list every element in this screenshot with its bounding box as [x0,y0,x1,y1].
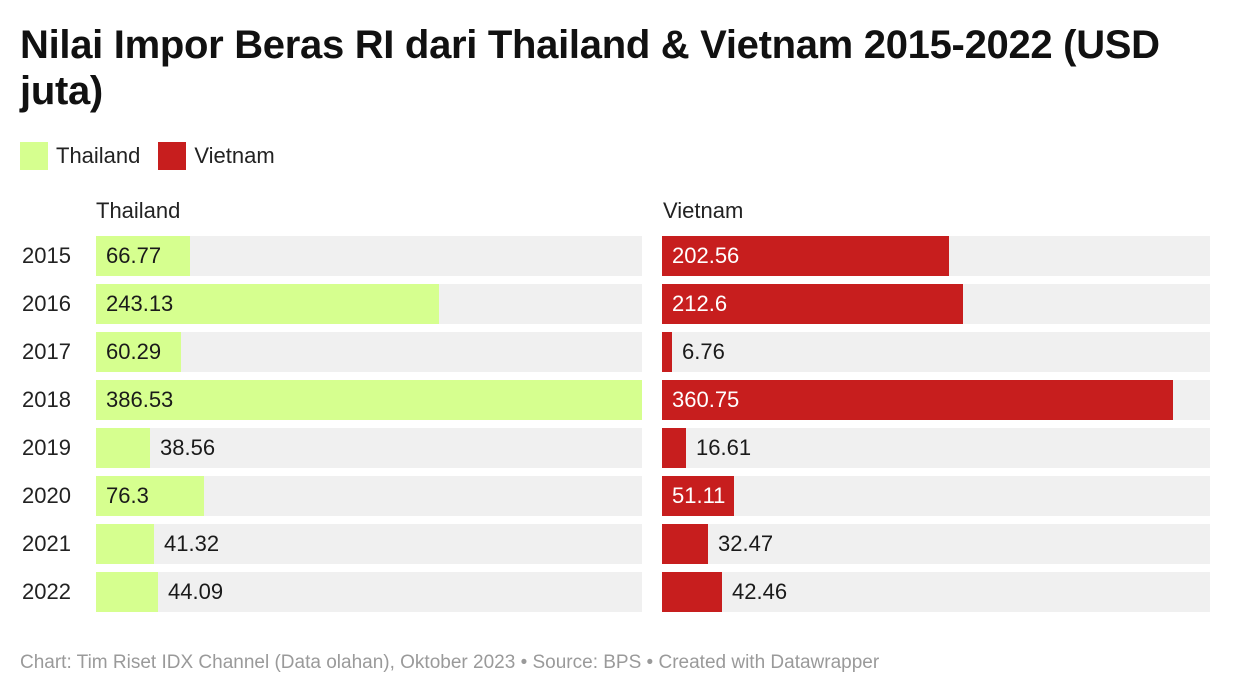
bar-track-vietnam-2017: 6.76 [662,332,1210,372]
bar-track-thailand-2015: 66.77 [96,236,642,276]
legend: Thailand Vietnam [20,142,293,170]
row-label-2019: 2019 [22,435,71,460]
bar-track-thailand-2016: 243.13 [96,284,642,324]
value-label-vietnam-2021: 32.47 [718,531,774,556]
row-label-2016: 2016 [22,291,71,316]
bar-track-thailand-2021: 41.32 [96,524,642,564]
bar-vietnam-2017 [662,332,672,372]
row-label-2020: 2020 [22,483,71,508]
bar-track-vietnam-2015: 202.56 [662,236,1210,276]
bar-thailand-2018 [96,380,642,420]
value-label-thailand-2022: 44.09 [168,579,224,604]
bar-vietnam-2016 [662,284,963,324]
value-label-thailand-2018: 386.53 [106,387,174,412]
bar-track-thailand-2018: 386.53 [96,380,642,420]
bar-thailand-2021 [96,524,154,564]
bar-track-vietnam-2021: 32.47 [662,524,1210,564]
bar-track-thailand-2017: 60.29 [96,332,642,372]
value-label-thailand-2015: 66.77 [106,243,162,268]
value-label-vietnam-2022: 42.46 [732,579,788,604]
bar-vietnam-2021 [662,524,708,564]
bar-thailand-2020 [96,476,204,516]
value-label-vietnam-2019: 16.61 [696,435,752,460]
value-label-vietnam-2020: 51.11 [672,483,726,508]
bar-track-vietnam-2020: 51.11 [662,476,1210,516]
bar-vietnam-2018 [662,380,1173,420]
bar-thailand-2019 [96,428,150,468]
panel-title-thailand: Thailand [96,198,181,223]
legend-swatch-vietnam [158,142,187,170]
panel-title-vietnam: Vietnam [663,198,744,223]
value-label-thailand-2016: 243.13 [106,291,174,316]
value-label-vietnam-2015: 202.56 [672,243,740,268]
bar-vietnam-2020 [662,476,734,516]
bar-track-vietnam-2016: 212.6 [662,284,1210,324]
bar-vietnam-2019 [662,428,686,468]
bar-track-thailand-2022: 44.09 [96,572,642,612]
value-label-thailand-2017: 60.29 [106,339,162,364]
bar-track-vietnam-2022: 42.46 [662,572,1210,612]
row-label-2018: 2018 [22,387,71,412]
legend-swatch-thailand [20,142,48,170]
bar-track-vietnam-2019: 16.61 [662,428,1210,468]
bar-track-thailand-2020: 76.3 [96,476,642,516]
bar-track-thailand-2019: 38.56 [96,428,642,468]
value-label-thailand-2021: 41.32 [164,531,220,556]
row-label-2015: 2015 [22,243,71,268]
bar-thailand-2022 [96,572,158,612]
bar-vietnam-2022 [662,572,722,612]
legend-label-vietnam: Vietnam [194,143,275,168]
chart-title: Nilai Impor Beras RI dari Thailand & Vie… [20,23,1160,113]
value-label-vietnam-2016: 212.6 [672,291,728,316]
legend-item-vietnam: Vietnam [158,142,275,170]
value-label-vietnam-2018: 360.75 [672,387,740,412]
row-label-2021: 2021 [22,531,71,556]
chart-footer: Chart: Tim Riset IDX Channel (Data olaha… [20,652,880,673]
row-label-2017: 2017 [22,339,71,364]
bar-thailand-2017 [96,332,181,372]
bar-thailand-2016 [96,284,439,324]
legend-item-thailand: Thailand [20,142,140,170]
legend-label-thailand: Thailand [56,143,141,168]
bar-track-vietnam-2018: 360.75 [662,380,1210,420]
row-label-2022: 2022 [22,579,71,604]
value-label-vietnam-2017: 6.76 [682,339,725,364]
bar-thailand-2015 [96,236,190,276]
value-label-thailand-2019: 38.56 [160,435,216,460]
value-label-thailand-2020: 76.3 [106,483,149,508]
bar-vietnam-2015 [662,236,949,276]
